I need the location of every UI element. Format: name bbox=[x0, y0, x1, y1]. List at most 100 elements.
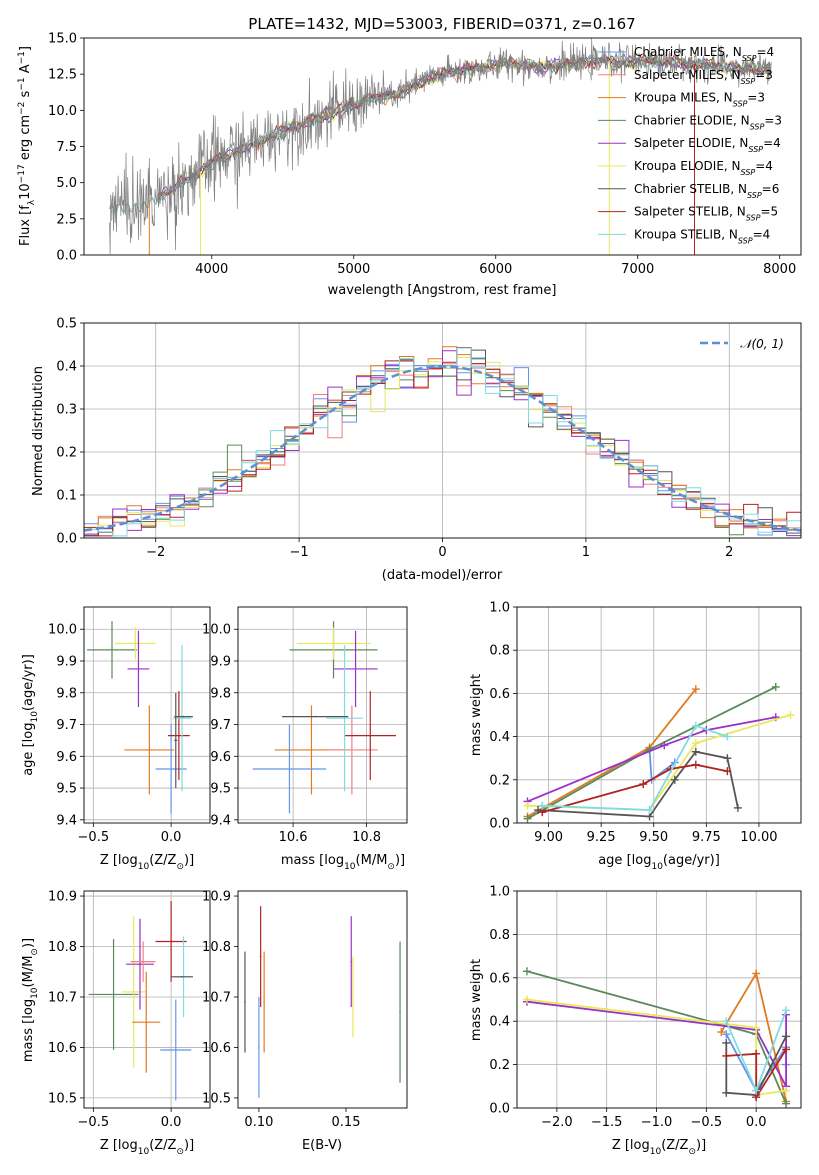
gaussian-curve bbox=[84, 365, 801, 532]
plot-area bbox=[238, 891, 407, 1108]
plot-content bbox=[84, 607, 210, 823]
x-tick-label: −1.0 bbox=[641, 1115, 673, 1130]
data-point bbox=[174, 1049, 177, 1051]
plot-content bbox=[244, 906, 401, 1098]
plus-marker bbox=[752, 969, 761, 978]
x-axis-label: E(B-V) bbox=[302, 1138, 342, 1153]
y-tick-label: 9.8 bbox=[210, 686, 231, 701]
x-axis-label: wavelength [Angstrom, rest frame] bbox=[328, 283, 557, 298]
x-tick-label: 5000 bbox=[337, 262, 370, 277]
plus-marker bbox=[691, 760, 700, 769]
y-tick-label: 9.5 bbox=[210, 782, 231, 797]
plus-marker bbox=[722, 1088, 731, 1097]
y-tick-label: 0.5 bbox=[56, 317, 77, 332]
axes-age_vs_mass: 10.6 10.8 9.4 9.5 9.6 9.7 9.8 9.9 10.0 bbox=[202, 606, 408, 845]
axes-frame bbox=[83, 890, 211, 1109]
y-tick-label: 10.9 bbox=[202, 890, 231, 905]
y-tick-label: 9.9 bbox=[210, 655, 231, 670]
chart-title: PLATE=1432, MJD=53003, FIBERID=0371, z=0… bbox=[248, 15, 635, 33]
legend-entry: Kroupa STELIB, NSSP=4 bbox=[634, 227, 770, 245]
plot-content bbox=[84, 323, 801, 538]
x-tick-label: 4000 bbox=[195, 262, 228, 277]
data-point bbox=[139, 963, 141, 965]
x-tick-label: 0.0 bbox=[161, 830, 182, 845]
data-point bbox=[170, 940, 172, 943]
plus-marker bbox=[723, 767, 732, 776]
data-point bbox=[112, 993, 115, 996]
plot-content bbox=[109, 38, 772, 255]
data-point bbox=[148, 749, 151, 751]
y-tick-label: 10.8 bbox=[48, 940, 77, 955]
y-tick-label: 9.6 bbox=[56, 750, 77, 765]
y-tick-label: 9.4 bbox=[210, 813, 231, 828]
data-point bbox=[137, 668, 140, 670]
y-tick-label: 0.4 bbox=[489, 1015, 510, 1030]
plus-marker bbox=[733, 803, 742, 812]
plot-area bbox=[517, 891, 801, 1108]
x-tick-label: −0.5 bbox=[78, 830, 110, 845]
x-axis-label: Z [log10(Z/Z⊙)] bbox=[100, 1138, 194, 1157]
data-point bbox=[259, 955, 262, 958]
plus-marker bbox=[722, 1030, 731, 1039]
data-point bbox=[178, 734, 180, 737]
x-tick-label: 9.75 bbox=[692, 830, 721, 845]
plus-marker bbox=[786, 711, 795, 719]
plus-marker bbox=[670, 775, 679, 784]
observed-spectrum-line bbox=[109, 38, 772, 255]
y-axis-label: Flux [fλ10−17 erg cm−2 s−1 A−1] bbox=[17, 46, 37, 246]
y-tick-label: 12.5 bbox=[48, 68, 77, 83]
y-tick-label: 2.5 bbox=[56, 212, 77, 227]
data-point bbox=[145, 1021, 148, 1024]
model-spectrum-line bbox=[109, 53, 771, 214]
plus-marker bbox=[723, 732, 732, 741]
data-point bbox=[132, 991, 135, 993]
y-tick-label: 0.4 bbox=[489, 730, 510, 745]
axes-weight_vs_age: 9.00 9.25 9.50 9.75 10.00 0.0 0.2 0.4 0.6 0.8 1.0 bbox=[489, 601, 802, 845]
y-tick-label: 10.6 bbox=[202, 1041, 231, 1056]
data-point bbox=[170, 768, 172, 770]
data-point bbox=[399, 1011, 401, 1013]
axes-frame bbox=[516, 606, 802, 824]
legend-entry: Chabrier MILES, NSSP=4 bbox=[634, 45, 774, 63]
x-tick-label: 7000 bbox=[621, 262, 654, 277]
plus-marker bbox=[534, 806, 543, 815]
x-tick-label: 8000 bbox=[763, 262, 796, 277]
data-point bbox=[310, 749, 313, 751]
data-point bbox=[174, 739, 177, 742]
axes-spectrum: 4000 5000 6000 7000 8000 0.0 2.5 5.0 7.5 10.0 12.5… bbox=[48, 32, 802, 277]
x-tick-label: 9.50 bbox=[639, 830, 668, 845]
plus-marker bbox=[752, 1086, 761, 1095]
y-tick-label: 0.0 bbox=[56, 532, 77, 547]
axes-frame bbox=[516, 890, 802, 1109]
data-point bbox=[134, 642, 137, 645]
plus-marker bbox=[660, 741, 669, 750]
plus-marker bbox=[722, 1051, 731, 1060]
data-point bbox=[352, 996, 354, 998]
plot-area bbox=[238, 607, 407, 823]
y-tick-label: 9.8 bbox=[56, 686, 77, 701]
x-tick-label: −0.5 bbox=[691, 1115, 723, 1130]
plus-marker bbox=[782, 1032, 791, 1041]
axes-residuals: −2 −1 0 1 2 0.0 0.1 0.2 0.3 0.4 0.5 𝒩(0, 1) bbox=[56, 317, 802, 560]
y-tick-label: 0.1 bbox=[56, 489, 77, 504]
data-point bbox=[263, 1001, 265, 1003]
plus-marker bbox=[717, 1028, 726, 1037]
axes-frame bbox=[83, 322, 802, 539]
y-tick-label: 0.0 bbox=[489, 1102, 510, 1117]
spectrum-legend: Chabrier MILES, NSSP=4 Salpeter MILES, NS… bbox=[598, 45, 782, 245]
x-tick-label: −0.5 bbox=[78, 1115, 110, 1130]
plus-marker bbox=[782, 1099, 791, 1108]
weight-line bbox=[725, 1035, 787, 1096]
data-point bbox=[288, 768, 291, 770]
axes-mass_vs_ebv: 0.10 0.15 10.5 10.6 10.7 10.8 10.9 bbox=[202, 890, 408, 1130]
plus-marker bbox=[782, 1045, 791, 1054]
y-tick-label: 0.6 bbox=[489, 687, 510, 702]
x-tick-label: 0.15 bbox=[332, 1115, 361, 1130]
x-tick-label: 0.0 bbox=[161, 1115, 182, 1130]
y-tick-label: 0.8 bbox=[489, 928, 510, 943]
axes-mass_vs_Z: −0.5 0.0 10.5 10.6 10.7 10.8 10.9 bbox=[48, 890, 211, 1130]
x-tick-label: 0 bbox=[438, 545, 446, 560]
data-point bbox=[343, 717, 346, 719]
plus-marker bbox=[645, 806, 654, 815]
